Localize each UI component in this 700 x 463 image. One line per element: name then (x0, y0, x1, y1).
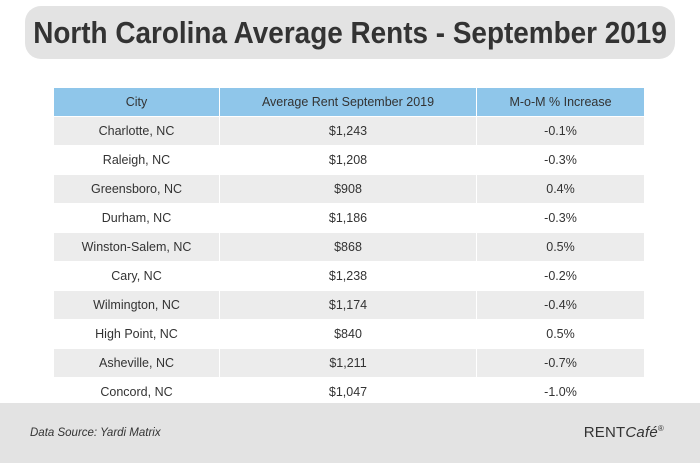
logo-registered-mark: ® (657, 424, 664, 433)
data-source-note: Data Source: Yardi Matrix (30, 427, 161, 439)
cell-change: -0.7% (476, 348, 645, 378)
column-header-rent: Average Rent September 2019 (219, 87, 477, 117)
table-row: Winston-Salem, NC $868 0.5% (53, 232, 645, 262)
footer-bar: Data Source: Yardi Matrix RENTCafé® (0, 403, 700, 463)
cell-change: 0.5% (476, 232, 645, 262)
cell-change: -0.4% (476, 290, 645, 320)
cell-city: Greensboro, NC (53, 174, 220, 204)
cell-city: Cary, NC (53, 261, 220, 291)
rentcafe-logo: RENTCafé® (584, 424, 664, 441)
cell-city: High Point, NC (53, 319, 220, 349)
table-row: Charlotte, NC $1,243 -0.1% (53, 116, 645, 146)
cell-city: Raleigh, NC (53, 145, 220, 175)
table-row: Asheville, NC $1,211 -0.7% (53, 348, 645, 378)
cell-change: -0.1% (476, 116, 645, 146)
table-row: Raleigh, NC $1,208 -0.3% (53, 145, 645, 175)
cell-change: -0.2% (476, 261, 645, 291)
table-row: Concord, NC $1,047 -1.0% (53, 377, 645, 407)
rent-table: City Average Rent September 2019 M-o-M %… (53, 87, 645, 407)
cell-rent: $840 (219, 319, 477, 349)
title-banner: North Carolina Average Rents - September… (25, 6, 675, 59)
table-row: Wilmington, NC $1,174 -0.4% (53, 290, 645, 320)
cell-city: Concord, NC (53, 377, 220, 407)
cell-city: Durham, NC (53, 203, 220, 233)
cell-change: -0.3% (476, 203, 645, 233)
table-row: Cary, NC $1,238 -0.2% (53, 261, 645, 291)
table-body: Charlotte, NC $1,243 -0.1% Raleigh, NC $1,20… (53, 116, 645, 407)
table-row: Durham, NC $1,186 -0.3% (53, 203, 645, 233)
cell-city: Winston-Salem, NC (53, 232, 220, 262)
cell-rent: $908 (219, 174, 477, 204)
table-row: High Point, NC $840 0.5% (53, 319, 645, 349)
cell-rent: $868 (219, 232, 477, 262)
table-header-row: City Average Rent September 2019 M-o-M %… (53, 87, 645, 117)
cell-rent: $1,238 (219, 261, 477, 291)
chart-title: North Carolina Average Rents - September… (33, 14, 667, 50)
column-header-city: City (53, 87, 220, 117)
cell-change: 0.4% (476, 174, 645, 204)
cell-rent: $1,211 (219, 348, 477, 378)
table-row: Greensboro, NC $908 0.4% (53, 174, 645, 204)
cell-city: Charlotte, NC (53, 116, 220, 146)
cell-rent: $1,243 (219, 116, 477, 146)
logo-rent-text: RENT (583, 424, 626, 441)
cell-change: -0.3% (476, 145, 645, 175)
cell-rent: $1,208 (219, 145, 477, 175)
cell-rent: $1,186 (219, 203, 477, 233)
cell-change: 0.5% (476, 319, 645, 349)
cell-city: Wilmington, NC (53, 290, 220, 320)
column-header-change: M-o-M % Increase (476, 87, 645, 117)
cell-city: Asheville, NC (53, 348, 220, 378)
cell-rent: $1,174 (219, 290, 477, 320)
logo-cafe-text: Café (625, 424, 658, 441)
